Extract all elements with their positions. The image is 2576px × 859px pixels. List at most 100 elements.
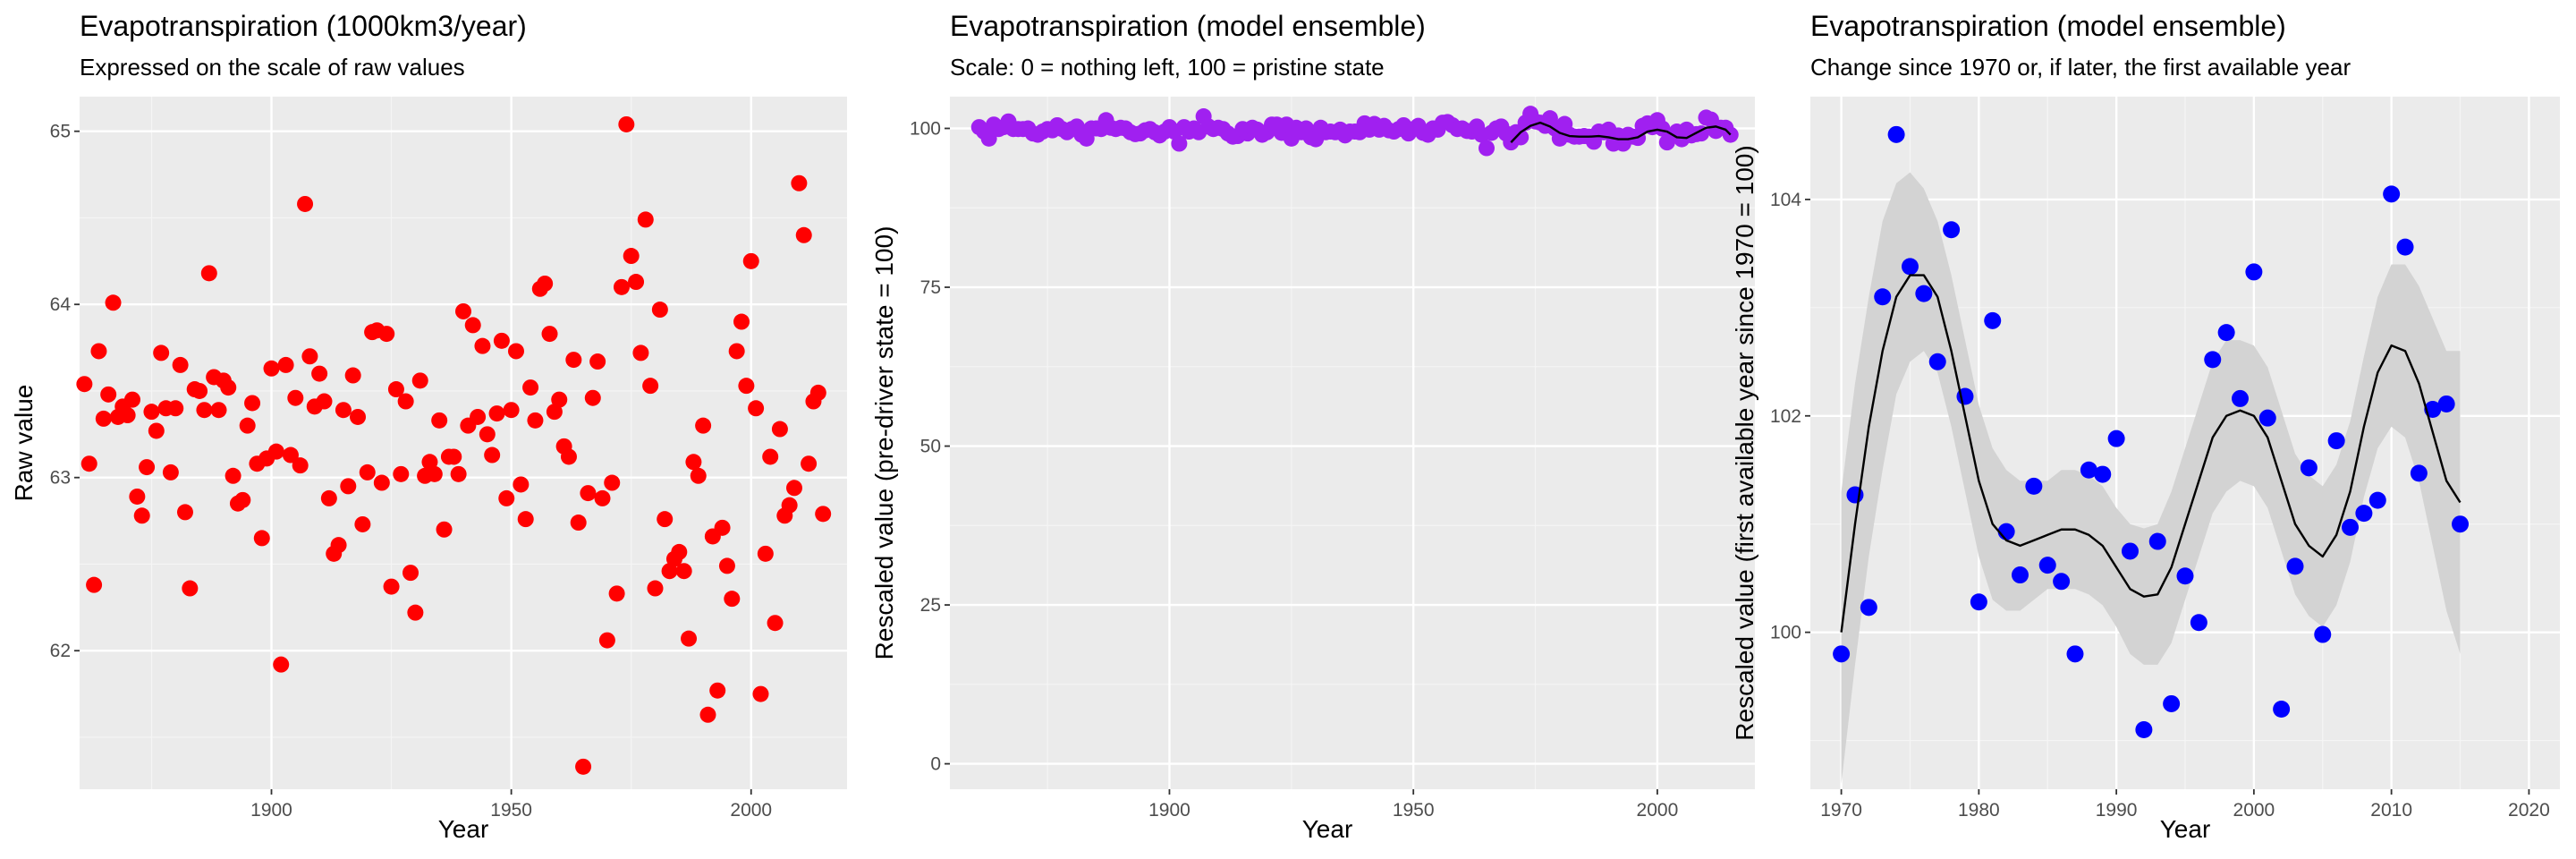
- smooth-line: [1840, 274, 2462, 633]
- data-points: [76, 115, 832, 775]
- data-point: [2258, 409, 2276, 427]
- data-point: [2176, 567, 2194, 585]
- data-point: [699, 706, 716, 723]
- data-point: [2121, 542, 2139, 560]
- data-point: [809, 384, 826, 401]
- data-point: [546, 404, 563, 421]
- data-point: [637, 211, 654, 228]
- data-point: [105, 294, 122, 311]
- data-point: [752, 685, 769, 702]
- data-point: [167, 400, 184, 417]
- data-point: [570, 515, 587, 532]
- data-point: [220, 379, 237, 396]
- data-point: [76, 376, 93, 393]
- data-point: [1915, 285, 1933, 302]
- data-point: [681, 630, 698, 647]
- data-point: [604, 474, 621, 491]
- data-point: [2437, 395, 2455, 412]
- data-point: [407, 604, 424, 621]
- data-point: [507, 343, 524, 360]
- y-tick-label: 104: [1770, 190, 1801, 210]
- data-point: [517, 511, 534, 528]
- data-point: [2245, 263, 2263, 281]
- x-tick-label: 1980: [1958, 800, 2000, 821]
- data-point: [728, 343, 745, 360]
- data-point: [623, 248, 640, 265]
- y-tick-label: 75: [920, 277, 941, 298]
- data-point: [225, 467, 242, 484]
- data-point: [647, 580, 664, 597]
- data-point: [479, 426, 496, 443]
- data-point: [2300, 459, 2318, 477]
- data-point: [795, 226, 812, 243]
- data-point: [791, 174, 808, 191]
- data-point: [1984, 311, 2002, 329]
- data-point: [273, 656, 290, 673]
- data-point: [397, 393, 414, 410]
- smooth-path: [1510, 121, 1732, 143]
- data-point: [671, 543, 688, 560]
- data-point: [2148, 532, 2166, 550]
- data-point: [2396, 238, 2414, 256]
- data-point: [2066, 645, 2084, 663]
- data-point: [470, 408, 487, 425]
- panel-raw-values: Evapotranspiration (1000km3/year) Expres…: [10, 10, 847, 843]
- data-point: [632, 344, 649, 361]
- data-point: [1860, 599, 1877, 617]
- data-point: [86, 576, 103, 593]
- data-point: [2163, 694, 2181, 712]
- data-point: [100, 386, 117, 403]
- data-point: [267, 443, 284, 460]
- data-point: [2327, 432, 2345, 450]
- data-point: [421, 454, 438, 471]
- x-axis-label: Year: [1302, 815, 1353, 843]
- y-tick-label: 100: [1770, 623, 1801, 643]
- data-point: [608, 585, 625, 602]
- data-point: [675, 563, 692, 580]
- chart-subtitle: Change since 1970 or, if later, the firs…: [1810, 54, 2351, 81]
- data-points: [970, 106, 1739, 157]
- data-point: [2355, 505, 2373, 523]
- data-point: [387, 381, 404, 398]
- data-point: [618, 115, 635, 132]
- smooth-path: [1840, 274, 2462, 633]
- data-point: [661, 563, 678, 580]
- data-point: [200, 265, 217, 282]
- confidence-ribbon: [1841, 172, 2461, 784]
- data-point: [1833, 645, 1851, 663]
- data-point: [594, 489, 611, 506]
- data-point: [580, 485, 597, 502]
- data-point: [139, 459, 156, 476]
- data-point: [316, 393, 333, 410]
- data-point: [575, 758, 592, 775]
- data-point: [234, 491, 251, 508]
- y-tick-label: 102: [1770, 406, 1801, 427]
- data-point: [244, 395, 261, 412]
- data-point: [651, 302, 668, 319]
- data-point: [464, 317, 481, 334]
- data-point: [350, 408, 367, 425]
- data-point: [2342, 518, 2360, 536]
- data-point: [239, 417, 256, 434]
- x-tick-label: 2020: [2508, 800, 2550, 821]
- data-point: [1970, 593, 1987, 611]
- y-tick-labels: 0 25 50 75 100: [910, 119, 950, 775]
- data-point: [657, 511, 674, 528]
- data-point: [90, 343, 107, 360]
- grid-lines: [950, 97, 1755, 789]
- data-point: [709, 682, 726, 699]
- data-point: [628, 274, 645, 291]
- data-point: [718, 557, 735, 574]
- data-point: [642, 378, 659, 395]
- x-tick-label: 2000: [730, 800, 772, 821]
- x-tick-label: 1950: [1393, 800, 1435, 821]
- data-point: [2094, 465, 2112, 483]
- data-point: [2452, 515, 2470, 533]
- data-point: [714, 519, 731, 536]
- y-tick-label: 0: [930, 754, 941, 775]
- data-point: [2368, 491, 2386, 509]
- data-point: [1928, 353, 1946, 370]
- y-tick-label: 62: [50, 641, 71, 661]
- ribbon-area: [1841, 172, 2461, 784]
- y-tick-label: 65: [50, 122, 71, 142]
